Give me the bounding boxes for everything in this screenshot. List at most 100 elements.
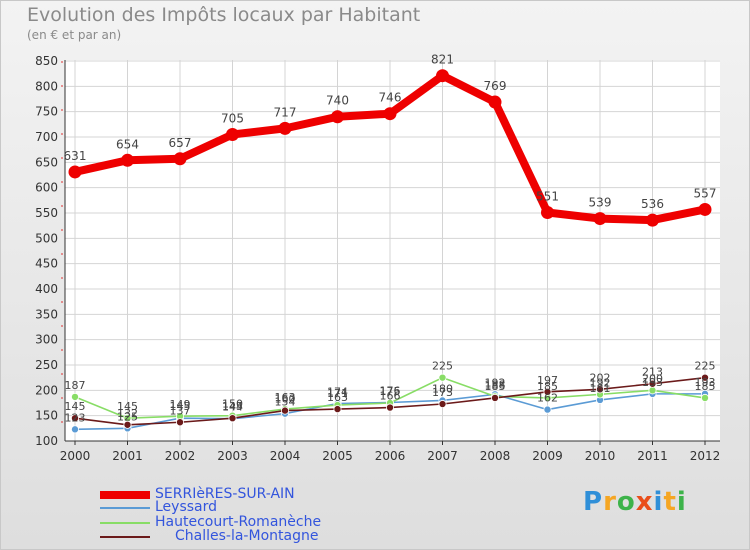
data-label-3: 145 <box>222 400 243 413</box>
data-point-1 <box>543 405 552 414</box>
data-point-3 <box>385 403 394 412</box>
x-tick-label: 2004 <box>270 449 301 463</box>
logo-letter: x <box>635 487 654 517</box>
data-point-3 <box>71 414 80 423</box>
y-tick-label: 600 <box>35 181 58 195</box>
data-point-3 <box>280 406 289 415</box>
data-point-1 <box>71 425 80 434</box>
y-tick-label: 550 <box>35 206 58 220</box>
data-label-1: 123 <box>65 411 86 424</box>
data-label-1: 125 <box>117 410 138 423</box>
data-point-0 <box>121 153 134 167</box>
legend-label-challes: Challes-la-Montagne <box>175 528 319 544</box>
data-label-0: 769 <box>484 79 507 93</box>
data-label-3: 202 <box>590 371 611 384</box>
y-tick-label: 750 <box>35 105 58 119</box>
y-tick-label: 200 <box>35 383 58 397</box>
data-point-0 <box>541 205 554 219</box>
data-label-2: 163 <box>275 391 296 404</box>
data-point-3 <box>596 385 605 394</box>
legend-swatch-serrieres <box>100 491 150 499</box>
data-label-1: 192 <box>485 376 506 389</box>
logo-letter: P <box>583 487 604 517</box>
data-label-0: 536 <box>641 197 664 211</box>
logo-letter: i <box>653 487 664 517</box>
data-label-1: 180 <box>432 382 453 395</box>
data-point-3 <box>123 420 132 429</box>
chart-subtitle: (en € et par an) <box>27 28 122 42</box>
data-point-0 <box>226 127 239 141</box>
y-tick-label: 400 <box>35 282 58 296</box>
y-tick-label: 800 <box>35 79 58 93</box>
x-tick-label: 2005 <box>322 449 353 463</box>
data-label-0: 705 <box>221 111 244 125</box>
data-label-2: 149 <box>170 398 191 411</box>
data-label-1: 174 <box>327 386 348 399</box>
logo-letter: t <box>663 487 677 517</box>
data-label-3: 132 <box>117 407 138 420</box>
data-point-3 <box>543 387 552 396</box>
data-point-0 <box>646 213 659 227</box>
legend-label-leyssard: Leyssard <box>155 499 218 515</box>
data-label-0: 654 <box>116 137 139 151</box>
x-tick-label: 2001 <box>112 449 143 463</box>
data-point-0 <box>698 202 712 216</box>
logo-letter: o <box>616 487 636 517</box>
proxiti-logo: Proxiti <box>583 487 687 517</box>
data-label-3: 213 <box>642 366 663 379</box>
data-label-0: 740 <box>326 94 349 108</box>
legend-swatch-leyssard <box>100 507 150 509</box>
data-label-0: 551 <box>536 189 559 203</box>
data-label-1: 181 <box>590 382 611 395</box>
data-point-2 <box>438 373 447 382</box>
y-tick-label: 850 <box>35 54 58 68</box>
data-label-0: 657 <box>169 136 192 150</box>
data-label-2: 175 <box>380 385 401 398</box>
data-label-0: 539 <box>589 196 612 210</box>
data-label-2: 185 <box>537 380 558 393</box>
legend-label-hautecourt: Hautecourt-Romanèche <box>155 514 322 530</box>
y-tick-label: 500 <box>35 231 58 245</box>
data-label-2: 187 <box>65 379 86 392</box>
x-tick-label: 2012 <box>690 449 721 463</box>
data-label-2: 200 <box>642 372 663 385</box>
chart-title: Evolution des Impôts locaux par Habitant <box>27 4 421 26</box>
data-point-0 <box>173 152 187 166</box>
x-tick-label: 2007 <box>427 449 458 463</box>
data-label-1: 162 <box>537 392 558 405</box>
y-tick-label: 300 <box>35 333 58 347</box>
data-label-1: 193 <box>695 376 716 389</box>
data-label-3: 166 <box>380 390 401 403</box>
data-label-3: 225 <box>695 360 716 373</box>
data-label-0: 746 <box>379 91 402 105</box>
data-point-3 <box>490 393 499 402</box>
data-label-3: 145 <box>65 400 86 413</box>
y-tick-label: 450 <box>35 257 58 271</box>
x-tick-label: 2009 <box>532 449 563 463</box>
data-label-0: 631 <box>64 149 87 163</box>
logo-letter: i <box>676 487 687 517</box>
data-point-0 <box>436 69 449 83</box>
data-label-2: 192 <box>590 376 611 389</box>
data-label-1: 144 <box>222 401 243 414</box>
x-tick-label: 2002 <box>165 449 196 463</box>
data-point-2 <box>71 392 80 401</box>
legend-swatch-challes <box>100 536 150 538</box>
x-tick-label: 2006 <box>375 449 406 463</box>
data-label-0: 821 <box>431 53 454 67</box>
data-label-3: 173 <box>432 386 453 399</box>
data-point-3 <box>333 405 342 414</box>
x-tick-label: 2000 <box>60 449 91 463</box>
data-label-2: 171 <box>327 387 348 400</box>
y-tick-label: 250 <box>35 358 58 372</box>
data-label-3: 160 <box>275 393 296 406</box>
data-point-0 <box>68 165 82 179</box>
y-tick-label: 150 <box>35 409 58 423</box>
y-tick-label: 700 <box>35 130 58 144</box>
data-point-3 <box>228 414 237 423</box>
x-tick-label: 2003 <box>217 449 248 463</box>
data-label-1: 145 <box>170 400 191 413</box>
data-label-1: 154 <box>275 396 296 409</box>
data-point-3 <box>175 418 184 427</box>
